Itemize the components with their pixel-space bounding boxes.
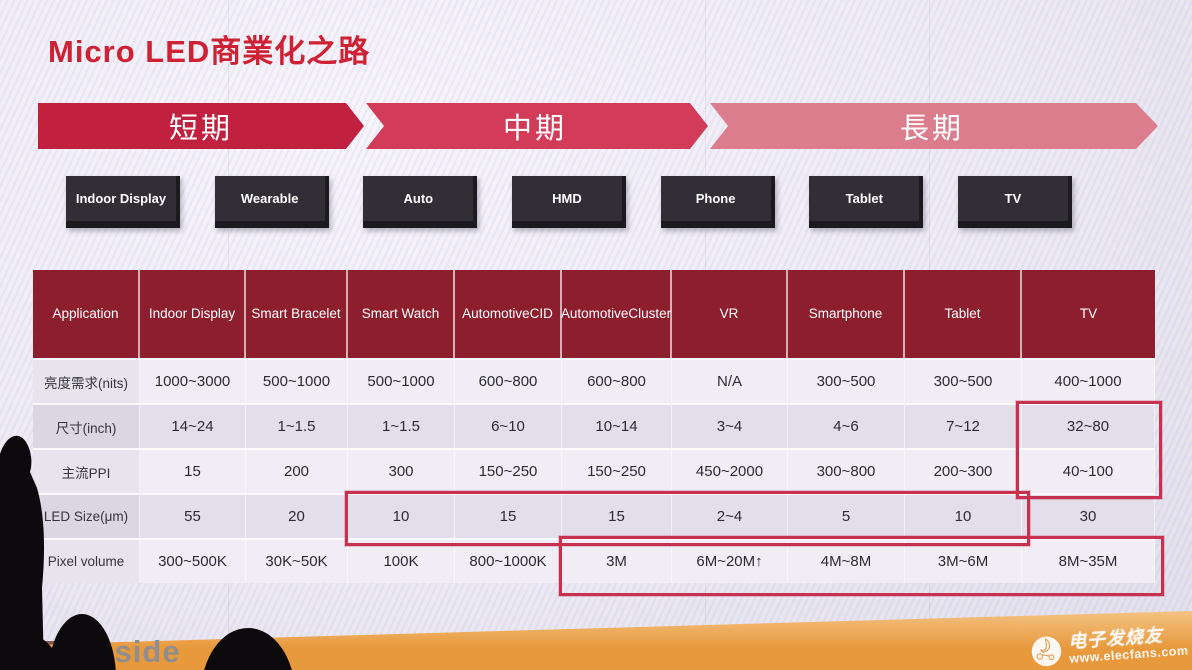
slide-title: Micro LED商業化之路 [48,34,371,69]
spec-cell: 150~250 [562,448,672,493]
spec-table: Application Indoor Display Smart Bracelet S… [33,270,1155,583]
spec-cell: 150~250 [455,448,562,493]
phase-label: 短期 [168,113,233,145]
ledinside-logo: LEDinside [20,634,181,670]
spec-cell: 5 [788,493,905,538]
ledinside-logo-led: LED [20,634,85,669]
spec-cell: 15 [562,493,672,538]
spec-cell: 1~1.5 [246,403,348,448]
spec-cell: 3~4 [672,403,788,448]
phase-arrow-short-term: 短期 [38,103,364,149]
category-chip-row: Indoor Display Wearable Auto HMD Phone T… [66,176,1072,228]
spec-cell: 500~1000 [246,358,348,403]
spec-cell: 30K~50K [246,538,348,583]
spec-cell: 200 [246,448,348,493]
table-row: 尺寸(inch) 14~24 1~1.5 1~1.5 6~10 10~14 3~4 4~6 7~… [33,403,1155,448]
table-row: LED Size(μm) 55 20 10 15 15 2~4 5 10 30 [33,493,1155,538]
table-header-row: Application Indoor Display Smart Bracelet S… [33,270,1155,358]
spec-cell: 300 [348,448,455,493]
spec-cell: 450~2000 [672,448,788,493]
chip-phone: Phone [660,176,775,228]
spec-cell: 200~300 [905,448,1022,493]
column-header: Smartphone [788,270,905,358]
spec-cell: 30 [1022,493,1155,538]
row-label: 尺寸(inch) [33,403,140,448]
phase-label: 長期 [899,113,964,145]
spec-cell: 14~24 [140,403,246,448]
column-header: Tablet [905,270,1022,358]
spec-cell: 500~1000 [348,358,455,403]
spec-cell: 800~1000K [455,538,562,583]
spec-cell: 40~100 [1022,448,1155,493]
spec-cell: 6M~20M↑ [672,538,788,583]
row-label: 主流PPI [33,448,140,493]
chip-tv: TV [957,176,1072,228]
spec-cell: 10 [905,493,1022,538]
spec-cell: 1~1.5 [348,403,455,448]
ledinside-logo-inside: inside [85,634,181,669]
spec-cell: 100K [348,538,455,583]
spec-cell: 300~500 [788,358,905,403]
spec-cell: 400~1000 [1022,358,1155,403]
spec-cell: 600~800 [562,358,672,403]
spec-cell: 1000~3000 [140,358,246,403]
column-header: AutomotiveCID [455,270,562,358]
chip-auto: Auto [363,176,478,228]
spec-cell: 600~800 [455,358,562,403]
row-label: 亮度需求(nits) [33,358,140,403]
table-row: 亮度需求(nits) 1000~3000 500~1000 500~1000 600~8… [33,358,1155,403]
spec-cell: 7~12 [905,403,1022,448]
spec-cell: 300~500 [905,358,1022,403]
column-header: VR [672,270,788,358]
chip-hmd: HMD [511,176,626,228]
table-row: Pixel volume 300~500K 30K~50K 100K 800~1000K… [33,538,1155,583]
spec-cell: 2~4 [672,493,788,538]
phase-arrow-mid-term: 中期 [362,103,708,149]
spec-cell: 3M [562,538,672,583]
phase-arrow-long-term: 長期 [706,103,1158,149]
column-header: Application [33,270,140,358]
spec-cell: 3M~6M [905,538,1022,583]
chip-tablet: Tablet [809,176,924,228]
column-header: Indoor Display [140,270,246,358]
spec-cell: 300~500K [140,538,246,583]
spec-cell: 15 [140,448,246,493]
spec-cell: 55 [140,493,246,538]
spec-cell: 32~80 [1022,403,1155,448]
chip-indoor-display: Indoor Display [66,176,180,228]
spec-cell: 4~6 [788,403,905,448]
spec-cell: 6~10 [455,403,562,448]
spec-cell: 10 [348,493,455,538]
row-label: Pixel volume [33,538,140,583]
column-header: TV [1022,270,1155,358]
column-header: Smart Watch [348,270,455,358]
spec-cell: 8M~35M [1022,538,1155,583]
column-header: Smart Bracelet [246,270,348,358]
spec-cell: N/A [672,358,788,403]
spec-cell: 300~800 [788,448,905,493]
spec-cell: 10~14 [562,403,672,448]
spec-cell: 20 [246,493,348,538]
phase-timeline: 短期 中期 長期 [38,103,1160,149]
phase-label: 中期 [502,113,567,145]
row-label: LED Size(μm) [33,493,140,538]
spec-cell: 4M~8M [788,538,905,583]
chip-wearable: Wearable [214,176,329,228]
table-row: 主流PPI 15 200 300 150~250 150~250 450~2000 300~8… [33,448,1155,493]
column-header: AutomotiveCluster [561,270,672,358]
spec-cell: 15 [455,493,562,538]
